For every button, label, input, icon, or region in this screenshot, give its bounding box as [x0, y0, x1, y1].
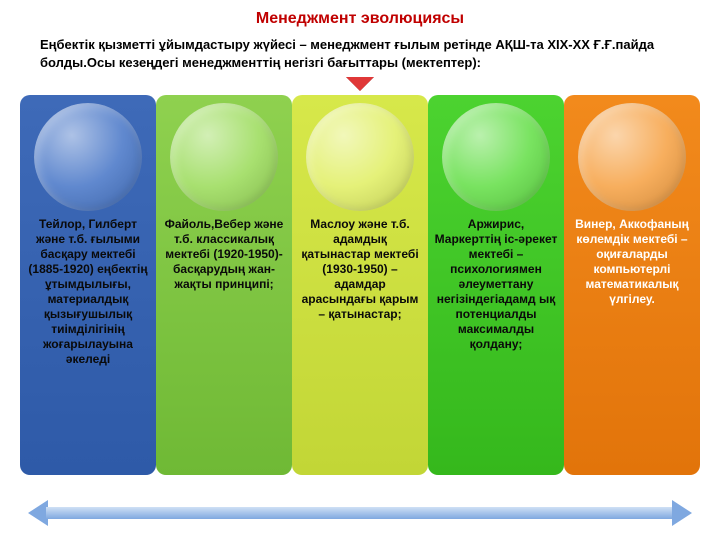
column-2: Файоль,Вебер және т.б. классикалық мекте…: [156, 95, 292, 475]
column-1: Тейлор, Гилберт және т.б. ғылыми басқару…: [20, 95, 156, 475]
column-1-text: Тейлор, Гилберт және т.б. ғылыми басқару…: [20, 211, 156, 367]
column-4-text: Аржирис, Маркерттің іс-әрекет мектебі – …: [428, 211, 564, 352]
columns-container: Тейлор, Гилберт және т.б. ғылыми басқару…: [0, 95, 720, 475]
timeline-arrow-bar: [46, 507, 674, 519]
column-5-text: Винер, Аккофаның көлемдік мектебі – оқиғ…: [564, 211, 700, 307]
column-3-circle: [306, 103, 414, 211]
timeline-arrow-left-icon: [28, 500, 48, 526]
timeline-arrow-right-icon: [672, 500, 692, 526]
column-4: Аржирис, Маркерттің іс-әрекет мектебі – …: [428, 95, 564, 475]
column-3-text: Маслоу және т.б. адамдық қатынастар мект…: [292, 211, 428, 322]
column-2-circle: [170, 103, 278, 211]
column-1-circle: [34, 103, 142, 211]
subtitle: Еңбектік қызметті ұйымдастыру жүйесі – м…: [0, 28, 720, 77]
timeline-arrow: [28, 504, 692, 522]
column-2-text: Файоль,Вебер және т.б. классикалық мекте…: [156, 211, 292, 292]
column-4-circle: [442, 103, 550, 211]
column-5-circle: [578, 103, 686, 211]
column-3: Маслоу және т.б. адамдық қатынастар мект…: [292, 95, 428, 475]
page-title: Менеджмент эволюциясы: [0, 0, 720, 28]
column-5: Винер, Аккофаның көлемдік мектебі – оқиғ…: [564, 95, 700, 475]
down-arrow-icon: [346, 77, 374, 91]
